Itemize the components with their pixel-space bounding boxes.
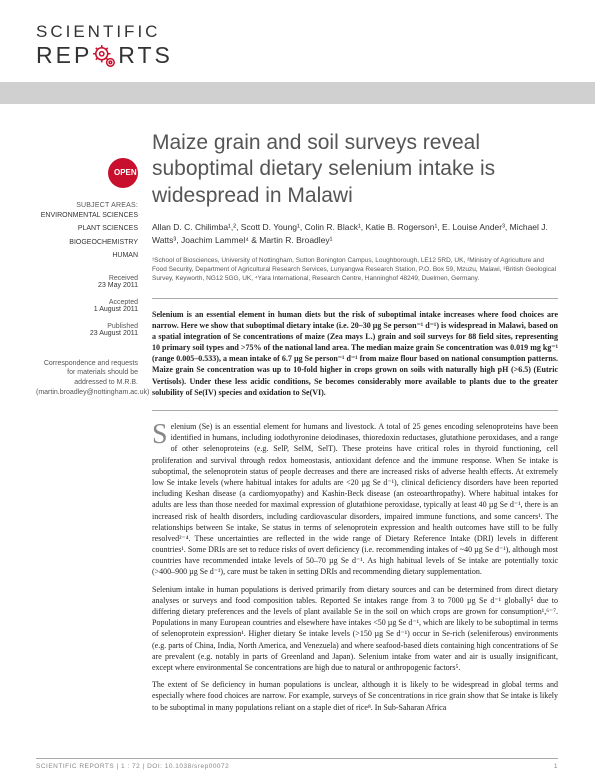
dropcap: S: [152, 421, 171, 447]
footer-page-number: 1: [554, 763, 558, 770]
affiliations: ¹School of Biosciences, University of No…: [152, 256, 558, 283]
open-access-badge: OPEN: [108, 158, 138, 188]
logo-line2: REP RTS: [36, 42, 173, 71]
published-label: Published: [36, 323, 138, 330]
authors-list: Allan D. C. Chilimba¹,², Scott D. Young¹…: [152, 221, 558, 247]
body-paragraph: Selenium intake in human populations is …: [152, 584, 558, 674]
published-date: 23 August 2011: [36, 330, 138, 337]
subject-areas-heading: SUBJECT AREAS:: [36, 202, 138, 209]
body-paragraph: Selenium (Se) is an essential element fo…: [152, 421, 558, 578]
subject-area: HUMAN: [36, 252, 138, 260]
subject-area: PLANT SCIENCES: [36, 225, 138, 233]
header-band: [0, 82, 595, 104]
accepted-date: 1 August 2011: [36, 306, 138, 313]
body-paragraph: The extent of Se deficiency in human pop…: [152, 679, 558, 713]
correspondence-block: Correspondence and requests for material…: [36, 359, 138, 398]
logo-line1: SCIENTIFIC: [36, 22, 173, 42]
page-footer: SCIENTIFIC REPORTS | 1 : 72 | DOI: 10.10…: [36, 758, 558, 770]
received-label: Received: [36, 275, 138, 282]
accepted-label: Accepted: [36, 299, 138, 306]
divider: [152, 298, 558, 299]
subject-area: ENVIRONMENTAL SCIENCES: [36, 212, 138, 220]
subject-area: BIOGEOCHEMISTRY: [36, 239, 138, 247]
article-title: Maize grain and soil surveys reveal subo…: [152, 130, 558, 209]
journal-logo: SCIENTIFIC REP RTS: [36, 22, 173, 71]
abstract: Selenium is an essential element in huma…: [152, 309, 558, 399]
left-sidebar: OPEN SUBJECT AREAS: ENVIRONMENTAL SCIENC…: [36, 158, 138, 398]
gear-icon: [92, 44, 118, 71]
received-date: 23 May 2011: [36, 282, 138, 289]
divider: [152, 410, 558, 411]
footer-citation: SCIENTIFIC REPORTS | 1 : 72 | DOI: 10.10…: [36, 763, 229, 770]
main-column: Maize grain and soil surveys reveal subo…: [152, 130, 558, 719]
